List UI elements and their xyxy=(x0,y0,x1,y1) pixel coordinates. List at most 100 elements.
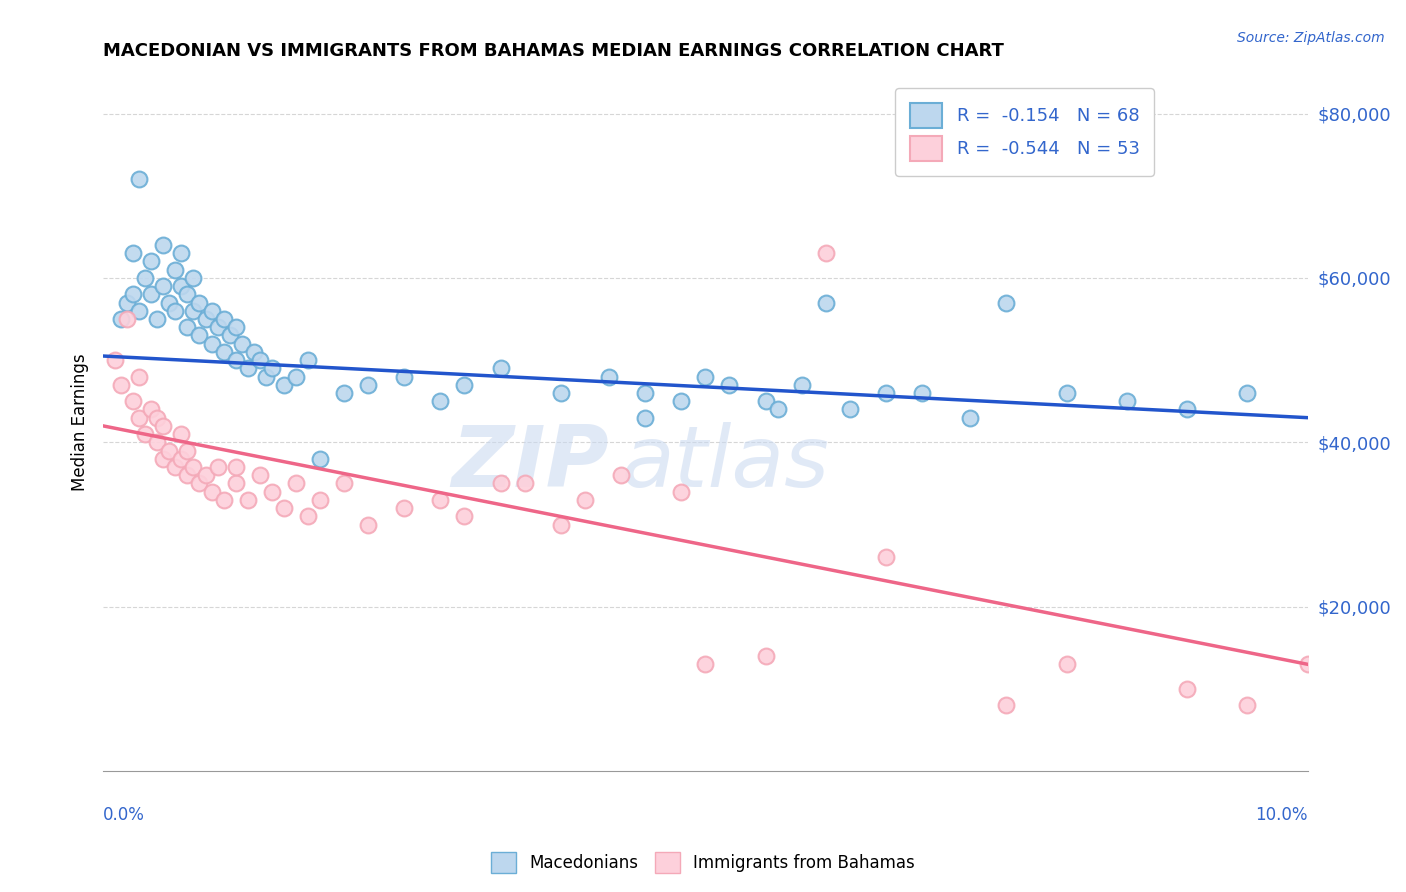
Point xyxy=(231,336,253,351)
Point xyxy=(1056,657,1078,672)
Text: atlas: atlas xyxy=(621,422,830,505)
Point xyxy=(875,386,897,401)
Point xyxy=(128,410,150,425)
Point xyxy=(152,238,174,252)
Point xyxy=(959,410,981,425)
Point xyxy=(122,246,145,260)
Point xyxy=(218,328,240,343)
Point xyxy=(695,657,717,672)
Y-axis label: Median Earnings: Median Earnings xyxy=(72,353,89,491)
Point xyxy=(115,295,138,310)
Point xyxy=(170,246,193,260)
Point xyxy=(157,443,180,458)
Point xyxy=(254,369,277,384)
Point xyxy=(225,476,247,491)
Point xyxy=(170,427,193,442)
Point xyxy=(194,468,217,483)
Point xyxy=(754,648,776,663)
Point xyxy=(1236,698,1258,713)
Text: ZIP: ZIP xyxy=(451,422,609,505)
Point xyxy=(165,460,187,475)
Point xyxy=(236,492,259,507)
Point xyxy=(207,460,229,475)
Point xyxy=(357,517,380,532)
Point xyxy=(394,501,416,516)
Point xyxy=(212,312,235,326)
Point xyxy=(814,246,837,260)
Text: 0.0%: 0.0% xyxy=(103,806,145,824)
Point xyxy=(122,394,145,409)
Point xyxy=(146,410,169,425)
Point xyxy=(297,509,319,524)
Point xyxy=(176,468,198,483)
Point xyxy=(242,345,264,359)
Point xyxy=(1115,394,1137,409)
Point xyxy=(200,484,222,499)
Point xyxy=(141,254,163,268)
Point xyxy=(260,361,283,376)
Legend: Macedonians, Immigrants from Bahamas: Macedonians, Immigrants from Bahamas xyxy=(484,846,922,880)
Point xyxy=(188,295,211,310)
Point xyxy=(284,369,307,384)
Point xyxy=(489,361,512,376)
Point xyxy=(550,517,572,532)
Point xyxy=(212,345,235,359)
Point xyxy=(598,369,620,384)
Point xyxy=(1175,402,1198,417)
Text: Source: ZipAtlas.com: Source: ZipAtlas.com xyxy=(1237,31,1385,45)
Point xyxy=(104,353,127,368)
Point xyxy=(574,492,596,507)
Point xyxy=(110,312,132,326)
Point xyxy=(453,509,475,524)
Point xyxy=(273,377,295,392)
Point xyxy=(695,369,717,384)
Point xyxy=(225,460,247,475)
Point xyxy=(610,468,633,483)
Point xyxy=(1296,657,1319,672)
Point xyxy=(911,386,934,401)
Point xyxy=(236,361,259,376)
Point xyxy=(1175,681,1198,696)
Point xyxy=(134,271,156,285)
Point xyxy=(429,394,451,409)
Point xyxy=(225,320,247,334)
Point xyxy=(357,377,380,392)
Point xyxy=(309,492,332,507)
Point xyxy=(183,460,205,475)
Point xyxy=(273,501,295,516)
Point xyxy=(188,328,211,343)
Point xyxy=(249,468,271,483)
Point xyxy=(309,451,332,466)
Point xyxy=(200,303,222,318)
Point xyxy=(200,336,222,351)
Point xyxy=(671,394,693,409)
Point xyxy=(875,550,897,565)
Point xyxy=(152,451,174,466)
Point xyxy=(188,476,211,491)
Point xyxy=(513,476,536,491)
Point xyxy=(128,369,150,384)
Point xyxy=(766,402,789,417)
Point xyxy=(170,451,193,466)
Point xyxy=(141,287,163,301)
Point xyxy=(394,369,416,384)
Point xyxy=(152,418,174,433)
Point xyxy=(333,386,356,401)
Point xyxy=(754,394,776,409)
Point xyxy=(718,377,741,392)
Point xyxy=(128,303,150,318)
Point xyxy=(284,476,307,491)
Point xyxy=(838,402,860,417)
Point xyxy=(225,353,247,368)
Text: 10.0%: 10.0% xyxy=(1256,806,1308,824)
Point xyxy=(176,443,198,458)
Point xyxy=(152,279,174,293)
Point xyxy=(141,402,163,417)
Point xyxy=(146,435,169,450)
Legend: R =  -0.154   N = 68, R =  -0.544   N = 53: R = -0.154 N = 68, R = -0.544 N = 53 xyxy=(896,88,1154,176)
Text: MACEDONIAN VS IMMIGRANTS FROM BAHAMAS MEDIAN EARNINGS CORRELATION CHART: MACEDONIAN VS IMMIGRANTS FROM BAHAMAS ME… xyxy=(103,42,1004,60)
Point xyxy=(995,698,1018,713)
Point xyxy=(165,303,187,318)
Point xyxy=(634,386,657,401)
Point xyxy=(249,353,271,368)
